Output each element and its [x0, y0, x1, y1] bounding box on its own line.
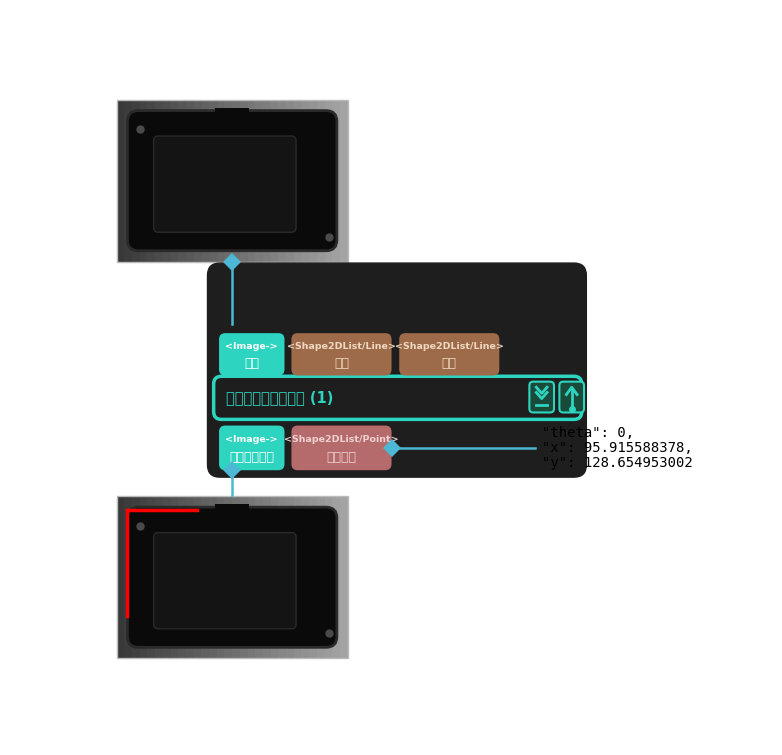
- Text: <Shape2DList/Point>: <Shape2DList/Point>: [284, 436, 399, 445]
- Bar: [340, 496, 349, 658]
- Bar: [217, 100, 225, 261]
- Bar: [294, 100, 302, 261]
- Bar: [140, 496, 149, 658]
- Bar: [178, 496, 187, 658]
- Text: 线段: 线段: [442, 357, 457, 370]
- FancyBboxPatch shape: [529, 382, 554, 412]
- FancyBboxPatch shape: [127, 111, 337, 251]
- Bar: [232, 496, 241, 658]
- Text: 可视化彩色图: 可视化彩色图: [229, 451, 274, 464]
- Bar: [240, 496, 249, 658]
- Bar: [155, 100, 163, 261]
- Bar: [186, 100, 195, 261]
- Bar: [294, 496, 302, 658]
- Bar: [209, 100, 217, 261]
- Bar: [248, 496, 256, 658]
- Bar: [178, 100, 187, 261]
- Bar: [215, 107, 249, 123]
- Bar: [215, 504, 249, 519]
- Bar: [317, 496, 325, 658]
- Bar: [309, 496, 317, 658]
- Bar: [140, 100, 149, 261]
- FancyBboxPatch shape: [207, 263, 586, 477]
- Bar: [132, 100, 141, 261]
- FancyBboxPatch shape: [153, 532, 296, 629]
- Bar: [124, 496, 133, 658]
- Text: 交点信息: 交点信息: [327, 451, 357, 464]
- Bar: [286, 496, 295, 658]
- FancyBboxPatch shape: [292, 426, 392, 470]
- Bar: [186, 496, 195, 658]
- Bar: [325, 100, 333, 261]
- Bar: [301, 496, 310, 658]
- Bar: [232, 100, 241, 261]
- Bar: [278, 100, 287, 261]
- Bar: [117, 100, 348, 261]
- FancyBboxPatch shape: [559, 382, 584, 412]
- Bar: [217, 496, 225, 658]
- Bar: [194, 100, 202, 261]
- Bar: [224, 496, 233, 658]
- Bar: [317, 100, 325, 261]
- FancyBboxPatch shape: [153, 136, 296, 233]
- Bar: [255, 496, 264, 658]
- Bar: [263, 100, 271, 261]
- Bar: [124, 100, 133, 261]
- FancyBboxPatch shape: [219, 426, 285, 470]
- Text: <Image->: <Image->: [225, 436, 278, 445]
- FancyBboxPatch shape: [213, 376, 582, 419]
- Bar: [325, 496, 333, 658]
- Text: <Shape2DList/Line>: <Shape2DList/Line>: [287, 342, 396, 351]
- FancyBboxPatch shape: [292, 333, 392, 375]
- Bar: [132, 496, 141, 658]
- Bar: [278, 496, 287, 658]
- Bar: [255, 100, 264, 261]
- Text: 线段: 线段: [334, 357, 349, 370]
- Text: <Image->: <Image->: [225, 342, 278, 351]
- Text: 图像: 图像: [244, 357, 260, 370]
- Text: "x": 95.915588378,: "x": 95.915588378,: [543, 441, 693, 455]
- Bar: [271, 496, 279, 658]
- Bar: [117, 496, 348, 658]
- Bar: [201, 100, 210, 261]
- Bar: [309, 100, 317, 261]
- Bar: [240, 100, 249, 261]
- Bar: [163, 100, 171, 261]
- Bar: [194, 496, 202, 658]
- Bar: [148, 496, 156, 658]
- Bar: [332, 496, 341, 658]
- Bar: [117, 496, 125, 658]
- Text: "y": 128.654953002: "y": 128.654953002: [543, 455, 693, 470]
- Bar: [332, 100, 341, 261]
- FancyBboxPatch shape: [219, 333, 285, 375]
- Bar: [163, 496, 171, 658]
- Bar: [263, 496, 271, 658]
- Text: 计算两条线段的交点 (1): 计算两条线段的交点 (1): [226, 390, 333, 405]
- Bar: [117, 100, 125, 261]
- Bar: [148, 100, 156, 261]
- FancyBboxPatch shape: [127, 507, 337, 647]
- Bar: [301, 100, 310, 261]
- Bar: [155, 496, 163, 658]
- Bar: [286, 100, 295, 261]
- FancyBboxPatch shape: [400, 333, 500, 375]
- Bar: [170, 496, 179, 658]
- Bar: [340, 100, 349, 261]
- Bar: [224, 100, 233, 261]
- Text: "theta": 0,: "theta": 0,: [543, 427, 634, 440]
- Text: <Shape2DList/Line>: <Shape2DList/Line>: [395, 342, 504, 351]
- Bar: [248, 100, 256, 261]
- Bar: [271, 100, 279, 261]
- Bar: [209, 496, 217, 658]
- Bar: [170, 100, 179, 261]
- Bar: [201, 496, 210, 658]
